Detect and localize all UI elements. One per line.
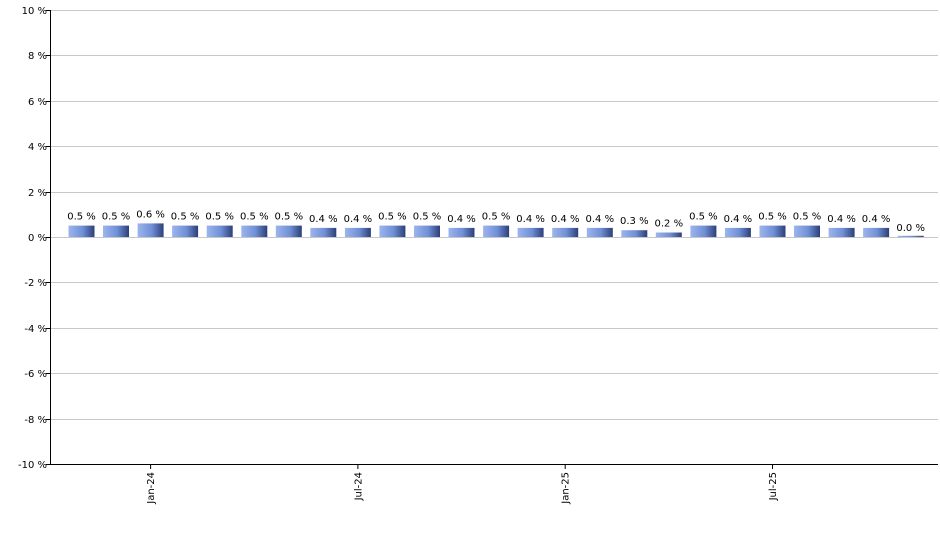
data-label: 0.5 %: [102, 212, 131, 223]
bar: [241, 225, 268, 237]
bar: [759, 225, 786, 237]
bar: [379, 225, 406, 237]
y-tick-label: -2 %: [24, 278, 47, 289]
data-label: 0.5 %: [378, 212, 407, 223]
data-label: 0.5 %: [758, 212, 787, 223]
data-labels: 0.5 % 0.5 % 0.6 % 0.5 % 0.5 % 0.5 % 0.5 % 0.4 %…: [67, 209, 925, 234]
y-tick-label: 8 %: [28, 51, 47, 62]
bar: [794, 225, 820, 237]
bar: [690, 225, 717, 237]
y-tick-label: 10 %: [22, 6, 47, 17]
y-tick-label: 2 %: [28, 188, 47, 199]
data-label: 0.5 %: [171, 212, 200, 223]
bar: [897, 235, 924, 237]
bar: [483, 225, 510, 237]
data-label: 0.5 %: [793, 212, 822, 223]
data-label: 0.4 %: [586, 214, 615, 225]
x-tick-label: Jul-24: [353, 472, 364, 501]
data-label: 0.4 %: [516, 214, 545, 225]
data-label: 0.5 %: [205, 212, 234, 223]
x-axis-ticks: Jan-24 Jul-24 Jan-25 Jul-25: [146, 464, 779, 505]
bar: [68, 225, 95, 237]
bar: [275, 225, 302, 237]
x-tick-label: Jan-24: [146, 472, 157, 505]
bar: [103, 225, 129, 237]
bars: [68, 223, 924, 237]
y-tick-label: 6 %: [28, 97, 47, 108]
data-label: 0.5 %: [413, 212, 442, 223]
bar: [206, 225, 233, 237]
data-label: 0.4 %: [344, 214, 373, 225]
bar: [172, 225, 199, 237]
data-label: 0.5 %: [275, 212, 304, 223]
bar: [724, 227, 751, 237]
data-label: 0.3 %: [620, 216, 649, 227]
data-label: 0.4 %: [309, 214, 338, 225]
x-tick-label: Jul-25: [768, 472, 779, 501]
bar: [655, 232, 682, 237]
bar: [448, 227, 475, 237]
data-label: 0.2 %: [655, 219, 684, 230]
gridlines: [50, 10, 938, 420]
y-tick-label: -4 %: [24, 324, 47, 335]
data-label: 0.6 %: [136, 209, 165, 220]
bar: [517, 227, 544, 237]
bar: [828, 227, 855, 237]
y-axis-ticks: 10 % 8 % 6 % 4 % 2 % 0 % -2 % -4 % -6 % -8 % -10 %: [18, 6, 50, 471]
bar: [414, 225, 440, 237]
data-label: 0.4 %: [447, 214, 476, 225]
data-label: 0.4 %: [724, 214, 753, 225]
data-label: 0.4 %: [862, 214, 891, 225]
bar: [863, 227, 890, 237]
y-tick-label: 4 %: [28, 142, 47, 153]
data-label: 0.4 %: [827, 214, 856, 225]
data-label: 0.0 %: [896, 223, 925, 234]
data-label: 0.5 %: [67, 212, 96, 223]
bar: [552, 227, 579, 237]
data-label: 0.5 %: [689, 212, 718, 223]
y-tick-label: -10 %: [18, 460, 47, 471]
y-tick-label: -8 %: [24, 415, 47, 426]
data-label: 0.4 %: [551, 214, 580, 225]
data-label: 0.5 %: [240, 212, 269, 223]
bar: [621, 230, 648, 237]
x-tick-label: Jan-25: [561, 472, 572, 505]
bar: [310, 227, 337, 237]
y-tick-label: 0 %: [28, 233, 47, 244]
data-label: 0.5 %: [482, 212, 511, 223]
bar: [137, 223, 164, 237]
bar: [344, 227, 371, 237]
y-tick-label: -6 %: [24, 369, 47, 380]
bar: [586, 227, 613, 237]
